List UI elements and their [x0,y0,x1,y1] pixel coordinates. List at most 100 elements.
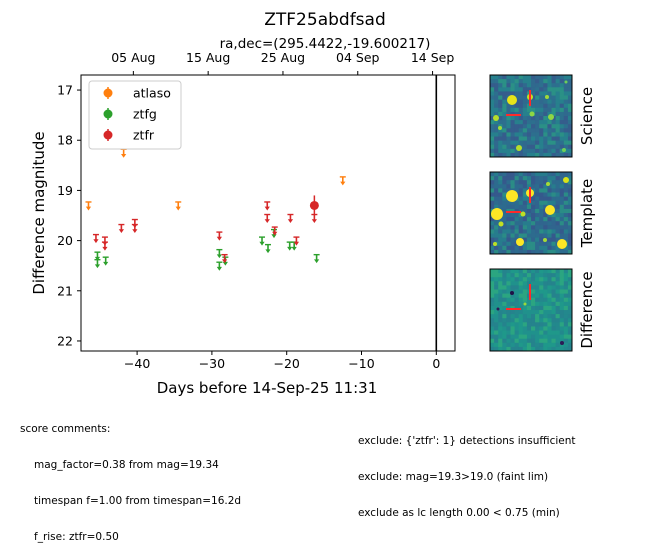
legend-box [88,80,182,150]
upper-limit-arrowhead [265,249,271,254]
upper-limit-marker [216,261,223,271]
upper-limit-marker [94,258,101,269]
cutout-label-template: Template [578,179,596,248]
upper-limit-marker [101,241,108,251]
upper-limit-arrowhead [175,206,181,211]
y-tick-label: 22 [57,333,73,348]
y-tick-label: 21 [57,283,73,298]
upper-limit-arrowhead [264,206,270,211]
upper-limit-marker [120,148,127,158]
upper-limit-marker [313,253,320,264]
upper-limit-marker [264,213,271,224]
upper-limit-arrowhead [118,229,124,234]
upper-limit-arrowhead [314,259,320,264]
chart-title: ZTF25abdfsad [264,10,386,30]
upper-limit-arrowhead [94,256,101,261]
upper-limit-marker [286,241,293,251]
legend-entry: atlaso [103,86,171,101]
upper-limit-arrowhead [311,219,317,224]
legend: atlaso ztfg ztfr [88,80,182,150]
upper-limit-arrowhead [291,246,297,251]
score-comments: score comments: mag_factor=0.38 from mag… [20,399,241,555]
score-comment-line: timespan f=1.00 from timespan=16.2d [34,495,242,507]
upper-limit-arrowhead [216,254,222,259]
upper-limit-marker [216,231,223,241]
upper-limit-marker [311,213,318,224]
upper-limit-marker [175,201,182,211]
upper-limit-arrowhead [85,206,92,211]
upper-limit-arrowhead [222,261,228,266]
upper-limit-marker [118,223,125,234]
upper-limit-marker [293,236,300,246]
upper-limit-marker [259,236,266,246]
legend-label: ztfg [133,107,157,122]
legend-label: atlaso [133,86,171,101]
upper-limit-arrowhead [121,153,127,158]
detection-point [309,200,319,210]
lightcurve-figure: ZTF25abdfsad ra,dec=(295.4422,-19.600217… [30,10,596,397]
y-tick-label: 17 [57,83,73,98]
upper-limit-arrowhead [287,219,294,224]
upper-limit-marker [265,243,271,254]
upper-limit-marker [102,256,109,266]
x-tick-label: −40 [124,356,150,371]
upper-limit-arrowhead [132,229,138,234]
upper-limit-marker [264,201,271,211]
y-tick-label: 19 [57,183,73,198]
template-cutout [490,172,572,254]
upper-limit-arrowhead [222,259,228,264]
x-tick-label: −10 [348,356,374,371]
upper-limit-arrowhead [271,234,277,239]
upper-limit-arrowhead [272,231,278,236]
upper-limit-marker [271,226,278,236]
top-axis-tick-label: 25 Aug [261,50,305,65]
top-axis-tick-label: 05 Aug [111,50,155,65]
upper-limit-marker [216,248,223,259]
upper-limit-arrowhead [340,181,346,186]
legend-marker [103,88,113,98]
legend-marker [103,109,113,119]
chart-subtitle: ra,dec=(295.4422,-19.600217) [220,36,431,52]
upper-limit-marker [85,201,92,211]
x-tick-label: −20 [274,356,300,371]
score-comment-line: mag_factor=0.38 from mag=19.34 [34,459,219,471]
exclude-comments: exclude: {'ztfr': 1} detections insuffic… [358,411,576,531]
upper-limit-arrowhead [293,241,300,246]
upper-limit-marker [287,213,294,224]
upper-limit-marker [339,176,346,186]
upper-limit-marker [92,233,99,244]
upper-limit-arrowhead [287,246,293,251]
exclude-comment-line: exclude: mag=19.3>19.0 (faint lim) [358,471,549,483]
top-axis-tick-label: 14 Sep [411,50,455,65]
score-comment-line: f_rise: ztfr=0.50 [34,531,119,543]
x-tick-label: −30 [199,356,225,371]
top-axis-tick-label: 04 Sep [336,50,380,65]
upper-limit-arrowhead [93,239,99,244]
top-axis-tick-label: 15 Aug [186,50,230,65]
difference-cutout [490,269,572,351]
legend-entry: ztfr [103,128,155,143]
science-cutout [490,75,572,157]
score-comments-heading: score comments: [20,423,111,435]
y-tick-label: 18 [57,133,73,148]
legend-marker [103,130,113,140]
y-axis-label: Difference magnitude [30,131,48,294]
exclude-comment-line: exclude as lc length 0.00 < 0.75 (min) [358,507,560,519]
upper-limit-marker [94,251,101,261]
x-tick-label: 0 [432,356,440,371]
upper-limit-arrowhead [216,266,222,271]
upper-limit-arrowhead [94,264,101,269]
plot-area: −40 −30 −20 −10 0 05 Aug 15 Aug 25 Aug 04 Sep 14 … [57,50,456,371]
upper-limit-arrowhead [259,241,265,246]
cutout-label-science: Science [578,87,596,145]
upper-limit-arrowhead [216,236,222,241]
upper-limit-arrowhead [103,261,109,266]
axes-frame [80,74,456,352]
cutout-label-difference: Difference [578,271,596,348]
exclude-comment-line: exclude: {'ztfr': 1} detections insuffic… [358,435,576,447]
upper-limit-marker [131,223,138,234]
upper-limit-arrowhead [102,246,108,251]
upper-limit-marker [221,253,228,264]
y-tick-label: 20 [57,233,73,248]
legend-label: ztfr [133,128,155,143]
